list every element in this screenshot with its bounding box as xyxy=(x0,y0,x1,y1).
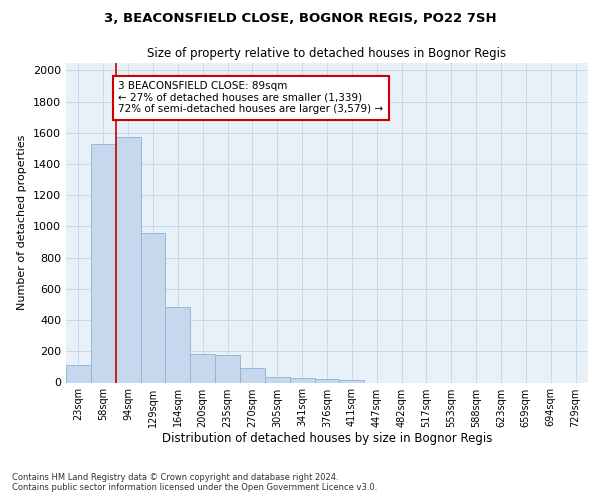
Bar xyxy=(215,355,240,382)
Bar xyxy=(314,380,340,382)
Title: Size of property relative to detached houses in Bognor Regis: Size of property relative to detached ho… xyxy=(148,47,506,60)
Bar xyxy=(290,378,314,382)
Bar xyxy=(91,144,116,382)
Text: 3, BEACONSFIELD CLOSE, BOGNOR REGIS, PO22 7SH: 3, BEACONSFIELD CLOSE, BOGNOR REGIS, PO2… xyxy=(104,12,496,26)
Bar xyxy=(116,138,140,382)
Y-axis label: Number of detached properties: Number of detached properties xyxy=(17,135,28,310)
Text: Contains HM Land Registry data © Crown copyright and database right 2024.
Contai: Contains HM Land Registry data © Crown c… xyxy=(12,473,377,492)
Text: 3 BEACONSFIELD CLOSE: 89sqm
← 27% of detached houses are smaller (1,339)
72% of : 3 BEACONSFIELD CLOSE: 89sqm ← 27% of det… xyxy=(118,81,383,114)
X-axis label: Distribution of detached houses by size in Bognor Regis: Distribution of detached houses by size … xyxy=(162,432,492,446)
Bar xyxy=(240,368,265,382)
Bar xyxy=(66,366,91,382)
Bar xyxy=(265,377,290,382)
Bar xyxy=(166,307,190,382)
Bar xyxy=(140,232,166,382)
Bar xyxy=(190,354,215,382)
Bar xyxy=(340,380,364,382)
